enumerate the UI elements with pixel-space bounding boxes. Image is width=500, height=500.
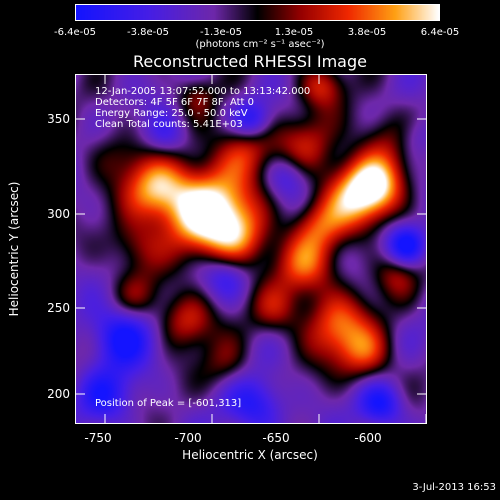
x-axis-label: Heliocentric X (arcsec) xyxy=(182,448,318,462)
colorbar-tick-label: 1.3e-05 xyxy=(274,27,314,38)
x-tick-label: -600 xyxy=(354,431,382,445)
peak-position-label: Position of Peak = [-601,313] xyxy=(95,398,242,409)
colorbar-tick-label: -3.8e-05 xyxy=(127,27,169,38)
y-axis-label: Heliocentric Y (arcsec) xyxy=(7,181,21,317)
rhessi-image xyxy=(76,75,426,423)
colorbar-tick-label: 3.8e-05 xyxy=(347,27,387,38)
y-tick-label: 300 xyxy=(47,207,70,221)
y-tick-label: 350 xyxy=(47,112,70,126)
colorbar-units: (photons cm⁻² s⁻¹ asec⁻²) xyxy=(195,39,325,50)
y-tick-label: 250 xyxy=(47,301,70,315)
image-title: Reconstructed RHESSI Image xyxy=(133,52,367,71)
time-range-label: 12-Jan-2005 13:07:52.000 to 13:13:42.000 xyxy=(95,86,311,97)
axis-ticks xyxy=(75,74,427,424)
x-tick-label: -750 xyxy=(84,431,112,445)
colorbar-tick-label: -6.4e-05 xyxy=(54,27,96,38)
colorbar-tick-label: -1.3e-05 xyxy=(200,27,242,38)
x-tick-label: -650 xyxy=(262,431,290,445)
image-plot xyxy=(75,74,427,424)
clean-counts-label: Clean Total counts: 5.41E+03 xyxy=(95,119,243,130)
x-tick-label: -700 xyxy=(174,431,202,445)
colorbar xyxy=(75,4,440,21)
footer-date: 3-Jul-2013 16:53 xyxy=(412,482,496,493)
y-tick-label: 200 xyxy=(47,387,70,401)
energy-range-label: Energy Range: 25.0 - 50.0 keV xyxy=(95,108,248,119)
detectors-label: Detectors: 4F 5F 6F 7F 8F, Att 0 xyxy=(95,97,255,108)
colorbar-tick-label: 6.4e-05 xyxy=(420,27,460,38)
